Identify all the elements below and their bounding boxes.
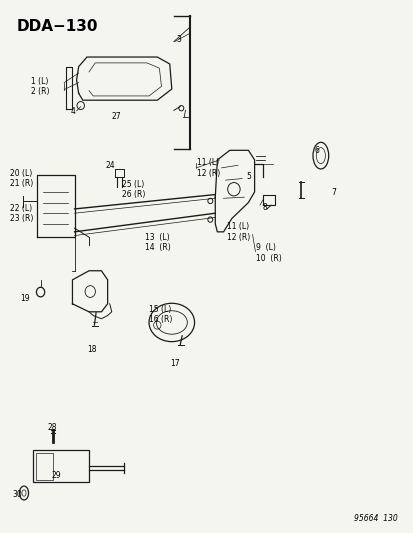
Text: 22 (L)
23 (R): 22 (L) 23 (R) bbox=[10, 204, 33, 223]
Text: 13  (L)
14  (R): 13 (L) 14 (R) bbox=[145, 233, 170, 252]
Text: 25 (L)
26 (R): 25 (L) 26 (R) bbox=[122, 180, 145, 199]
Text: 8: 8 bbox=[262, 204, 267, 212]
Text: 11 (L)
12 (R): 11 (L) 12 (R) bbox=[196, 158, 219, 177]
Text: 3: 3 bbox=[176, 36, 180, 44]
Text: 7: 7 bbox=[330, 189, 335, 197]
Text: 28: 28 bbox=[47, 423, 57, 432]
Text: 9  (L)
10  (R): 9 (L) 10 (R) bbox=[255, 244, 281, 263]
Text: 30: 30 bbox=[12, 490, 22, 499]
Text: 4: 4 bbox=[70, 108, 75, 116]
Text: 15 (L)
16 (R): 15 (L) 16 (R) bbox=[149, 305, 172, 324]
Text: 1 (L)
2 (R): 1 (L) 2 (R) bbox=[31, 77, 50, 96]
Text: 17: 17 bbox=[169, 359, 179, 368]
Text: 29: 29 bbox=[52, 471, 61, 480]
Text: 11 (L)
12 (R): 11 (L) 12 (R) bbox=[226, 222, 249, 241]
Text: 6: 6 bbox=[314, 146, 319, 155]
Text: 19: 19 bbox=[21, 294, 30, 303]
Text: 24: 24 bbox=[105, 161, 115, 169]
Text: 95664  130: 95664 130 bbox=[353, 514, 396, 523]
Text: 27: 27 bbox=[112, 112, 121, 120]
Text: 20 (L)
21 (R): 20 (L) 21 (R) bbox=[10, 169, 33, 188]
Text: DDA−130: DDA−130 bbox=[17, 19, 98, 34]
Text: 5: 5 bbox=[246, 173, 251, 181]
Text: 18: 18 bbox=[87, 345, 96, 353]
